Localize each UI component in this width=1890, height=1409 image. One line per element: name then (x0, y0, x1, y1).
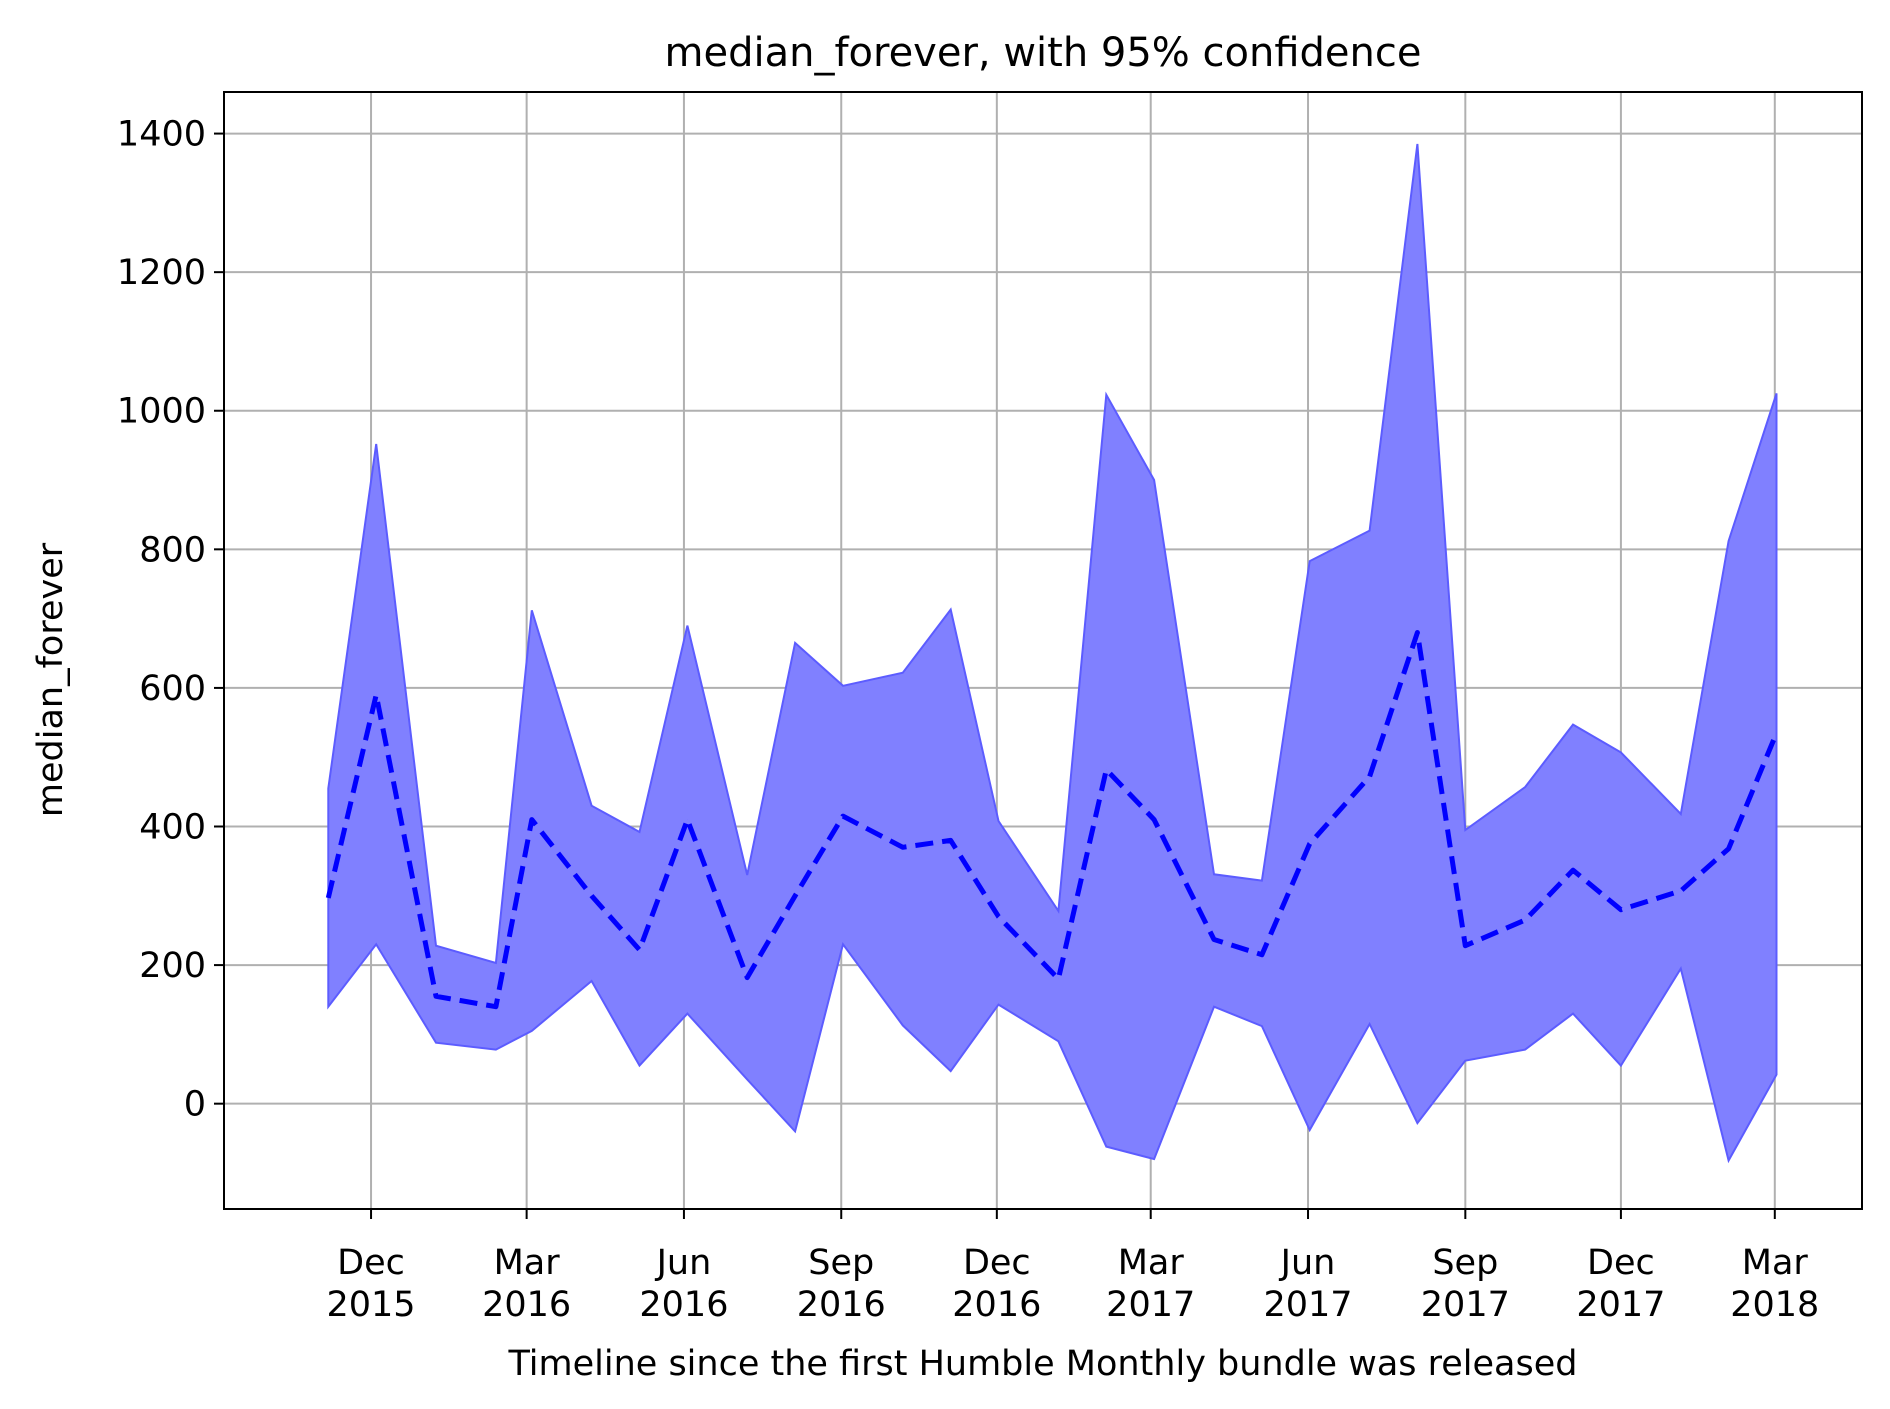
y-tick-label: 400 (139, 808, 206, 848)
x-tick-label-month: Dec (337, 1243, 405, 1283)
y-tick-label: 200 (139, 946, 206, 986)
plot-frame (223, 91, 1863, 1210)
median-line-group (325, 630, 1779, 1010)
x-tick-label-year: 2016 (952, 1285, 1041, 1325)
x-tick-label-year: 2015 (327, 1285, 416, 1325)
x-tick-label-month: Sep (808, 1243, 874, 1283)
x-axis-label: Timeline since the first Humble Monthly … (508, 1344, 1578, 1384)
y-tick-label: 1000 (117, 392, 206, 432)
x-tick-label-year: 2017 (1576, 1285, 1665, 1325)
x-tick-label-year: 2017 (1106, 1285, 1195, 1325)
y-tick-label: 800 (139, 530, 206, 570)
x-tick-label-month: Sep (1432, 1243, 1498, 1283)
x-tick-label-year: 2017 (1263, 1285, 1352, 1325)
x-tick-label-year: 2017 (1421, 1285, 1510, 1325)
y-tick-label: 1400 (117, 115, 206, 155)
y-axis: 0 200 400 600 800 1000 1200 1400 (117, 115, 224, 1125)
x-tick-label-month: Dec (1587, 1243, 1655, 1283)
confidence-band (327, 143, 1778, 1164)
y-tick-label: 1200 (117, 253, 206, 293)
x-tick-label-month: Jun (655, 1243, 712, 1283)
x-tick-label-month: Mar (494, 1243, 561, 1283)
y-tick-label: 600 (139, 669, 206, 709)
x-tick-label-month: Mar (1742, 1243, 1809, 1283)
y-tick-label: 0 (184, 1085, 206, 1125)
x-tick-label-year: 2016 (639, 1285, 728, 1325)
x-tick-label-year: 2016 (797, 1285, 886, 1325)
x-tick-label-month: Dec (963, 1243, 1031, 1283)
x-tick-label-year: 2018 (1730, 1285, 1819, 1325)
x-tick-label-year: 2016 (482, 1285, 571, 1325)
median-line (325, 630, 1779, 1010)
x-axis: Dec2015Mar2016Jun2016Sep2016Dec2016Mar20… (327, 1209, 1819, 1325)
x-tick-label-month: Jun (1279, 1243, 1336, 1283)
confidence-band-group (327, 143, 1778, 1164)
chart-title: median_forever, with 95% confidence (665, 30, 1422, 76)
x-tick-label-month: Mar (1118, 1243, 1185, 1283)
y-axis-label: median_forever (31, 542, 71, 817)
